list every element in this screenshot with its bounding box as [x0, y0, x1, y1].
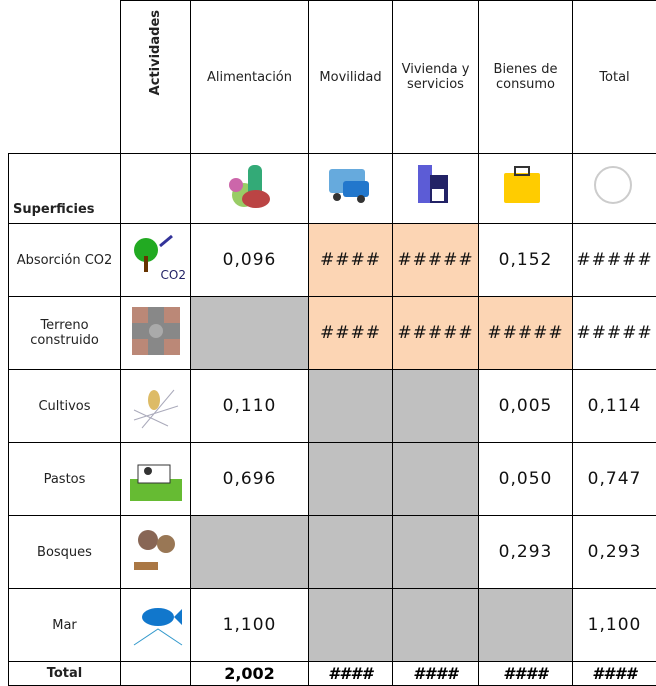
empty-cell [121, 662, 191, 686]
empty-cell [191, 297, 309, 370]
value-cell: ##### [573, 297, 656, 370]
total-cell: #### [573, 662, 656, 686]
surface-icon [128, 376, 184, 432]
value-cell: ##### [573, 224, 656, 297]
total-cell: #### [309, 662, 393, 686]
table-row: Mar 1,100 1,100 [9, 589, 656, 662]
row-label: Mar [9, 589, 121, 662]
activity-icon [498, 159, 554, 215]
activity-icon [222, 159, 278, 215]
value-cell: 0,293 [573, 516, 656, 589]
surface-icon [128, 595, 184, 651]
value-cell: 1,100 [191, 589, 309, 662]
empty-cell [393, 443, 479, 516]
row-label: Pastos [9, 443, 121, 516]
column-header: Vivienda y servicios [393, 1, 479, 154]
empty-cell [309, 589, 393, 662]
column-header: Movilidad [309, 1, 393, 154]
activity-icon [323, 159, 379, 215]
empty-cell [309, 370, 393, 443]
value-cell: ##### [479, 297, 573, 370]
icon-cell [191, 154, 309, 224]
icon-cell [479, 154, 573, 224]
empty-cell [393, 370, 479, 443]
icon-cell [309, 154, 393, 224]
value-cell: 0,293 [479, 516, 573, 589]
column-header: Bienes de consumo [479, 1, 573, 154]
empty-cell [393, 589, 479, 662]
value-cell: 0,050 [479, 443, 573, 516]
icon-cell: CO2 [121, 224, 191, 297]
table-row: Terreno construido################### [9, 297, 656, 370]
value-cell: 0,096 [191, 224, 309, 297]
surface-icon [128, 522, 184, 578]
activity-icon [408, 159, 464, 215]
value-cell: 0,747 [573, 443, 656, 516]
icon-cell [573, 154, 656, 224]
value-cell: #### [309, 297, 393, 370]
value-cell: #### [309, 224, 393, 297]
empty-cell [309, 516, 393, 589]
column-header: Alimentación [191, 1, 309, 154]
icon-cell [121, 297, 191, 370]
value-cell: 0,696 [191, 443, 309, 516]
row-label: Absorción CO2 [9, 224, 121, 297]
row-header: Superficies [9, 154, 121, 224]
icon-cell [121, 370, 191, 443]
value-cell: 0,152 [479, 224, 573, 297]
row-label: Bosques [9, 516, 121, 589]
row-label: Cultivos [9, 370, 121, 443]
activity-icon [587, 159, 643, 215]
icon-cell [121, 589, 191, 662]
surface-icon [128, 303, 184, 359]
value-cell: 1,100 [573, 589, 656, 662]
empty-cell [479, 589, 573, 662]
empty-cell [309, 443, 393, 516]
icon-text: CO2 [161, 268, 186, 282]
value-cell: ##### [393, 297, 479, 370]
corner-label: Actividades [148, 10, 163, 95]
icon-cell [393, 154, 479, 224]
surface-icon [128, 449, 184, 505]
value-cell: 0,005 [479, 370, 573, 443]
total-cell: #### [393, 662, 479, 686]
empty-cell [393, 516, 479, 589]
empty-cell [191, 516, 309, 589]
total-cell: 2,002 [191, 662, 309, 686]
icon-cell [121, 516, 191, 589]
column-header: Total [573, 1, 656, 154]
value-cell: 0,114 [573, 370, 656, 443]
total-label: Total [9, 662, 121, 686]
value-cell: ##### [393, 224, 479, 297]
total-cell: #### [479, 662, 573, 686]
value-cell: 0,110 [191, 370, 309, 443]
icon-cell [121, 443, 191, 516]
row-label: Terreno construido [9, 297, 121, 370]
